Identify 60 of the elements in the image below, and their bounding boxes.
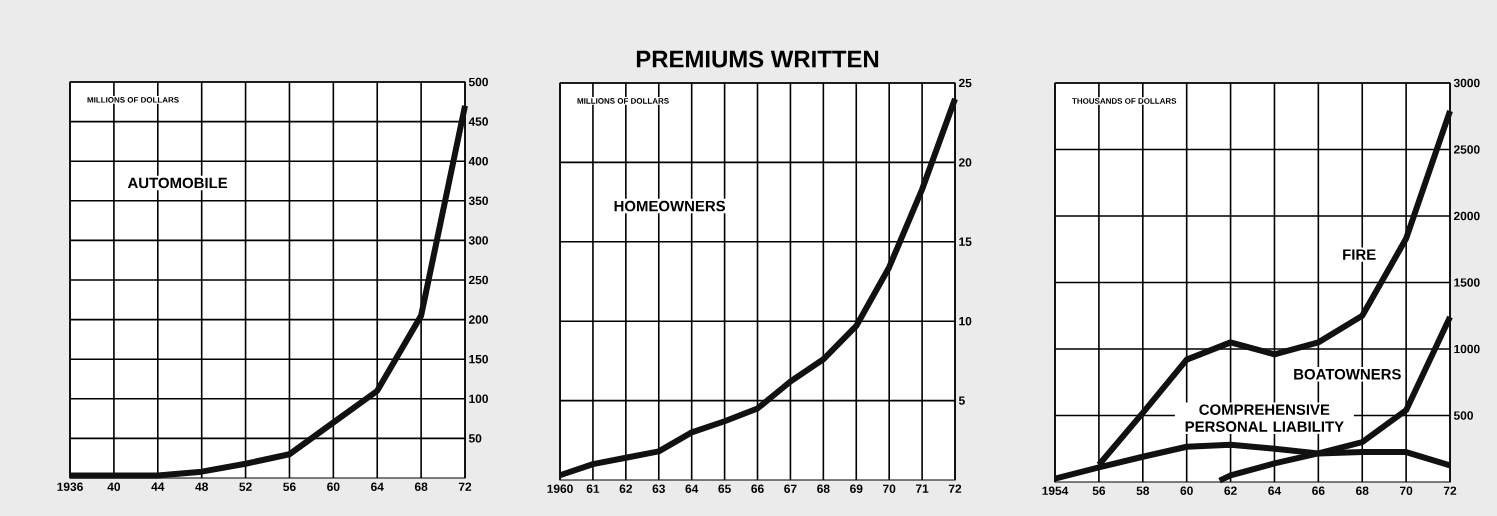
y-tick-label: 2000 <box>1453 211 1480 221</box>
x-tick-label: 68 <box>817 484 830 493</box>
y-tick-label: 350 <box>468 196 488 206</box>
x-tick-label: 1960 <box>547 484 573 493</box>
x-tick-label: 68 <box>414 482 428 491</box>
x-tick-label: 70 <box>1400 486 1413 495</box>
text: HOMEOWNERS <box>614 200 726 212</box>
x-tick-label: 72 <box>458 482 472 491</box>
y-tick-label: 1000 <box>1454 344 1480 354</box>
series-label: COMPREHENSIVE PERSONAL LIABILITY <box>1185 404 1344 432</box>
y-tick-label: 150 <box>469 354 488 364</box>
x-tick-label: 64 <box>685 484 699 493</box>
y-tick-label: 2500 <box>1453 145 1480 154</box>
y-tick-label: 20 <box>958 158 972 167</box>
text: AUTOMOBILE <box>127 177 228 189</box>
x-tick-label: 60 <box>327 482 340 491</box>
x-tick-label: 56 <box>283 482 296 491</box>
x-tick-label: 62 <box>1224 486 1237 495</box>
x-tick-label: 65 <box>718 484 731 493</box>
y-tick-label: 500 <box>1453 411 1473 420</box>
y-tick-label: 15 <box>959 237 972 246</box>
y-tick-label: 200 <box>468 315 488 324</box>
y-tick-label: 10 <box>959 316 972 326</box>
x-tick-label: 68 <box>1356 486 1369 495</box>
y-tick-label: 25 <box>958 78 972 88</box>
x-tick-label: 1954 <box>1042 486 1069 495</box>
x-tick-label: 67 <box>784 484 797 493</box>
y-tick-label: 500 <box>468 77 488 87</box>
y-tick-label: 450 <box>468 117 488 126</box>
x-tick-label: 63 <box>652 484 665 493</box>
y-tick-label: 50 <box>468 434 482 443</box>
y-tick-label: 400 <box>468 156 488 166</box>
x-tick-label: 64 <box>371 482 384 491</box>
x-tick-label: 60 <box>1180 486 1193 495</box>
x-tick-label: 71 <box>915 484 929 493</box>
x-tick-label: 72 <box>1443 486 1457 495</box>
y-tick-label: 100 <box>469 394 488 404</box>
x-tick-label: 48 <box>195 482 208 491</box>
y-tick-label: 3000 <box>1453 78 1480 88</box>
x-tick-label: 40 <box>107 482 121 491</box>
x-tick-label: 72 <box>948 484 962 493</box>
x-tick-label: 69 <box>850 484 863 493</box>
x-tick-label: 70 <box>883 484 896 493</box>
y-tick-label: 1500 <box>1454 278 1480 287</box>
x-tick-label: 66 <box>751 484 764 493</box>
series-label: FIRE <box>1343 249 1376 260</box>
x-tick-label: 52 <box>239 482 252 491</box>
x-tick-label: 44 <box>151 482 165 491</box>
x-tick-label: 61 <box>586 484 600 493</box>
y-tick-label: 5 <box>958 396 965 405</box>
y-tick-label: 250 <box>468 275 488 285</box>
x-tick-label: 58 <box>1136 486 1150 495</box>
x-tick-label: 56 <box>1092 486 1106 495</box>
x-tick-label: 62 <box>619 484 633 493</box>
y-tick-label: 300 <box>468 236 488 245</box>
x-tick-label: 66 <box>1312 486 1325 495</box>
chart-title: PREMIUMS WRITTEN <box>636 50 879 68</box>
series-label: BOATOWNERS <box>1294 368 1401 380</box>
x-tick-label: 64 <box>1268 486 1282 495</box>
x-tick-label: 1936 <box>57 482 83 491</box>
